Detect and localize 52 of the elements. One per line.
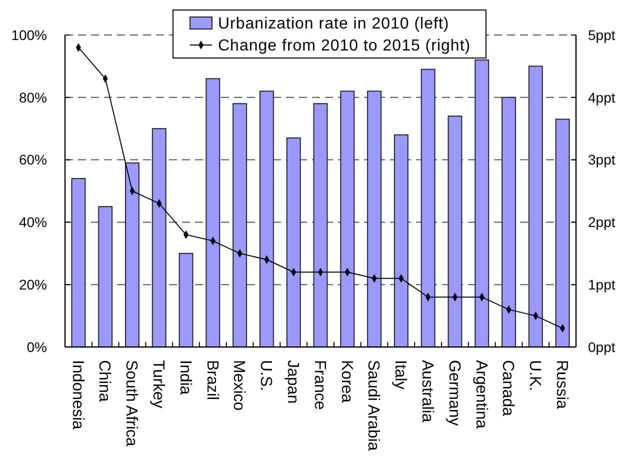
bar [259,90,274,348]
y-tick-label: 20% [18,276,47,292]
bar [286,137,301,348]
bar [448,116,462,348]
bar [420,68,436,348]
y-tick-label: 60% [18,152,47,168]
bar [178,252,194,348]
y2-tick-label: 1ppt [588,276,616,292]
x-tick-label: Saudi Arabia [364,360,382,451]
x-tick-label: Australia [418,360,436,422]
x-tick-label: Korea [338,360,355,403]
bar [125,162,140,348]
y-tick-label: 0% [26,338,47,355]
x-tick-label: Russia [552,360,570,410]
x-tick-label: Italy [392,360,409,390]
bar [313,103,328,348]
bar [528,66,543,348]
bar [394,134,408,348]
x-tick-label: Turkey [150,360,167,408]
x-tick-label: Indonesia [68,360,86,430]
x-tick-label: U.K. [526,360,544,392]
x-tick-label: Brazil [203,360,220,400]
x-tick-label: Germany [445,360,462,426]
x-tick-label: Canada [499,360,516,416]
y2-tick-label: 0ppt [588,338,616,355]
bar [98,206,113,348]
bar [367,90,382,348]
x-tick-label: Argentina [472,360,490,429]
x-tick-label: India [176,360,194,395]
y-tick-label: 40% [18,214,47,230]
y2-tick-label: 4ppt [588,89,616,106]
legend-label: Change from 2010 to 2015 (right) [218,38,471,55]
bar [71,178,86,348]
x-tick-label: South Africa [122,360,140,446]
bar [232,103,248,348]
x-tick-label: Mexico [230,360,248,411]
bar [474,59,490,348]
x-tick-label: France [310,360,328,410]
bar [206,78,220,348]
y-tick-label: 100% [11,26,47,43]
y-tick-label: 80% [18,89,47,106]
bar [340,90,355,348]
bar [152,128,166,348]
x-tick-label: China [96,360,113,402]
legend-label: Urbanization rate in 2010 (left) [218,16,450,33]
y2-tick-label: 2ppt [588,214,616,230]
y2-tick-label: 3ppt [588,152,616,168]
bar [502,96,516,348]
bar [555,118,570,348]
x-tick-label: U.S. [257,360,274,392]
x-tick-label: Japan [284,360,302,404]
y2-tick-label: 5ppt [588,26,616,43]
